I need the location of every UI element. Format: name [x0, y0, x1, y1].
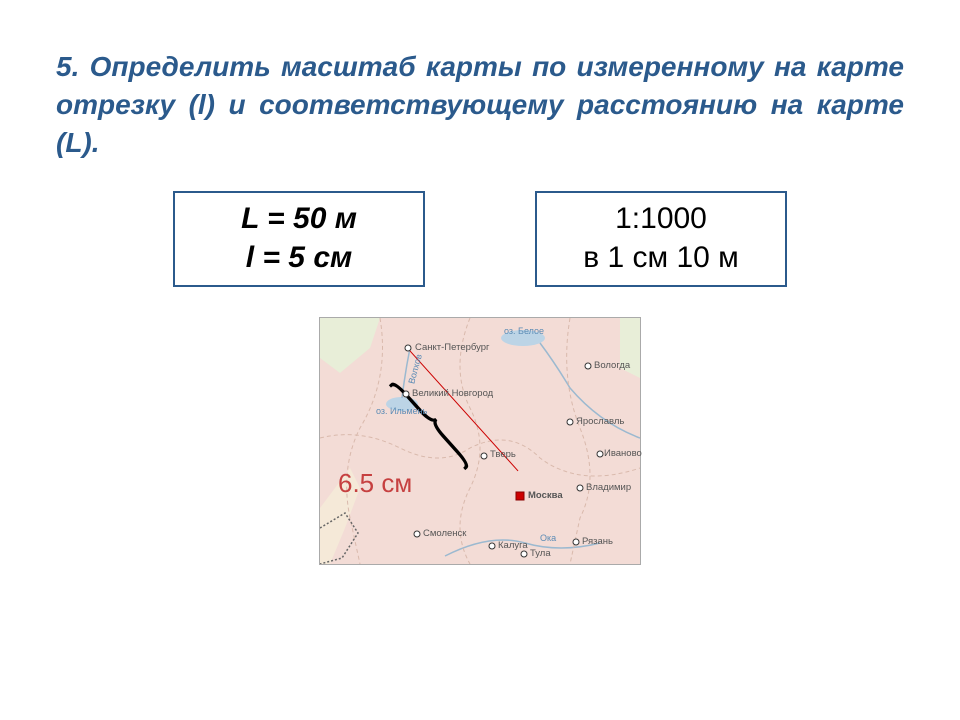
question-body: Определить масштаб карты по измеренному … [56, 51, 904, 158]
lake-label-ilmen: оз. Ильмень [376, 406, 427, 416]
river-label-oka: Ока [540, 533, 556, 543]
answer-line2: в 1 см 10 м [561, 238, 761, 277]
city-label-smolensk: Смоленск [423, 528, 466, 539]
question-number: 5. [56, 51, 79, 82]
given-box: L = 50 м l = 5 см [173, 191, 425, 287]
city-dot-spb [405, 345, 412, 352]
city-label-vnovgorod: Великий Новгород [412, 388, 493, 399]
city-label-tver: Тверь [490, 449, 516, 460]
boxes-row: L = 50 м l = 5 см 1:1000 в 1 см 10 м [56, 191, 904, 287]
lake-label-beloe: оз. Белое [504, 326, 544, 336]
city-label-spb: Санкт-Петербург [415, 342, 490, 353]
city-label-ryazan: Рязань [582, 536, 613, 547]
city-label-vladimir: Владимир [586, 482, 631, 493]
given-line1: L = 50 м [199, 199, 399, 238]
city-dot-vologda [585, 363, 592, 370]
map-image: } 6.5 см Санкт-Петербург Великий Новгоро… [319, 317, 641, 565]
city-label-moscow: Москва [528, 490, 563, 501]
city-label-ivanovo: Иваново [604, 448, 642, 459]
city-dot-kaluga [489, 543, 496, 550]
city-dot-ivanovo [597, 451, 604, 458]
city-dot-moscow [516, 492, 525, 501]
city-label-kaluga: Калуга [498, 540, 528, 551]
city-label-vologda: Вологда [594, 360, 630, 371]
given-line2: l = 5 см [199, 238, 399, 277]
city-label-yaroslavl: Ярославль [576, 416, 624, 427]
city-dot-yaroslavl [567, 419, 574, 426]
city-dot-vnovgorod [403, 391, 410, 398]
city-dot-smolensk [414, 531, 421, 538]
question-text: 5. Определить масштаб карты по измеренно… [56, 48, 904, 161]
measure-label: 6.5 см [338, 468, 412, 499]
answer-line1: 1:1000 [561, 199, 761, 238]
city-label-tula: Тула [530, 548, 551, 559]
city-dot-tver [481, 453, 488, 460]
answer-box: 1:1000 в 1 см 10 м [535, 191, 787, 287]
city-dot-tula [521, 551, 528, 558]
city-dot-vladimir [577, 485, 584, 492]
map-svg [320, 318, 640, 564]
city-dot-ryazan [573, 539, 580, 546]
